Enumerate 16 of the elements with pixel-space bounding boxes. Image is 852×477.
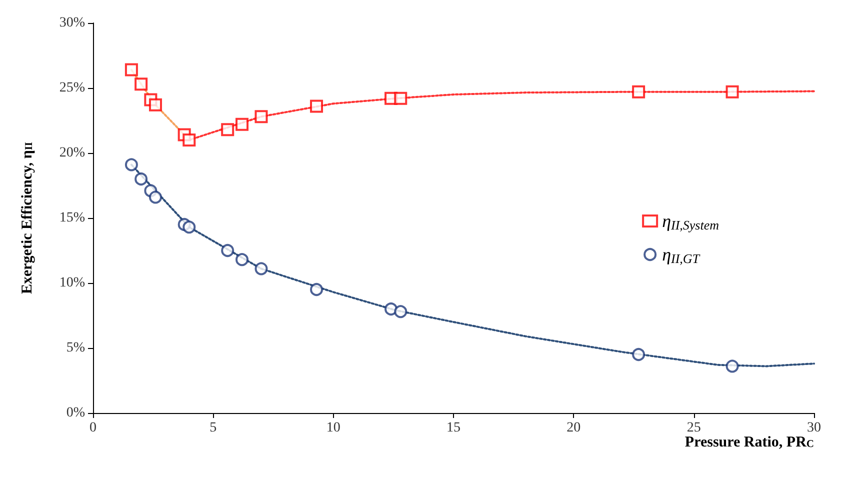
x-tick-label: 25 — [686, 420, 701, 436]
x-tick-label: 20 — [566, 420, 581, 436]
y-tick-label: 25% — [59, 80, 86, 96]
y-tick-label: 0% — [66, 406, 86, 420]
x-axis-title: Pressure Ratio, PRC — [684, 434, 814, 450]
x-tick-label: 30 — [807, 420, 821, 436]
x-tick-label: 5 — [210, 420, 217, 436]
y-tick-label: 30% — [59, 16, 86, 30]
x-tick-label: 15 — [446, 420, 460, 436]
x-tick-label: 10 — [326, 420, 340, 436]
x-tick-label: 0 — [90, 420, 96, 436]
y-tick-label: 10% — [59, 276, 86, 290]
y-tick-label: 15% — [59, 210, 86, 226]
y-tick-label: 5% — [66, 340, 86, 356]
y-tick-label: 20% — [59, 146, 86, 160]
y-axis-title: Exergetic Efficiency, ηII — [20, 142, 36, 294]
